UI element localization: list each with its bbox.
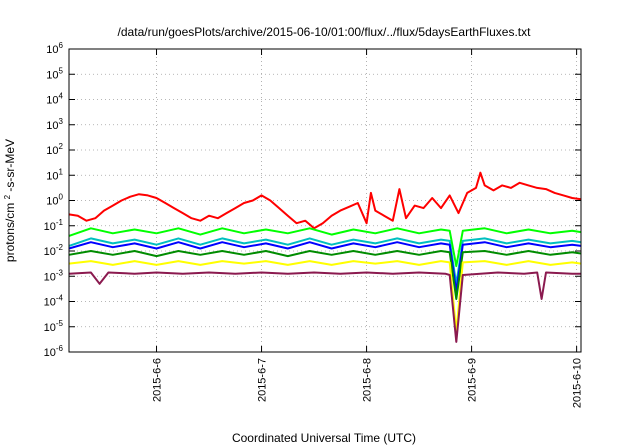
y-tick-base: 10	[44, 347, 56, 359]
y-axis-label-units: -s-sr-MeV	[3, 139, 17, 192]
y-tick-base: 10	[46, 44, 58, 56]
series-line	[68, 260, 582, 333]
y-tick-label: 10-5	[44, 319, 64, 334]
series-line	[68, 171, 582, 230]
x-tick-label: 2015-6-10	[572, 358, 584, 408]
y-tick-label: 10-1	[44, 218, 64, 233]
x-tick-label: 2015-6-7	[257, 358, 269, 402]
y-tick-label: 105	[46, 66, 63, 81]
y-tick-exponent: 2	[59, 142, 64, 151]
series-line	[68, 250, 582, 300]
y-tick-base: 10	[44, 322, 56, 334]
y-tick-base: 10	[46, 120, 58, 132]
y-tick-label: 100	[46, 193, 63, 208]
y-tick-exponent: 5	[59, 66, 64, 75]
y-tick-label: 101	[46, 167, 63, 182]
series-line	[68, 241, 582, 293]
y-tick-exponent: -4	[56, 294, 64, 303]
y-tick-base: 10	[44, 221, 56, 233]
data-series	[68, 171, 582, 343]
y-tick-base: 10	[46, 196, 58, 208]
y-tick-exponent: -1	[56, 218, 64, 227]
y-tick-exponent: 4	[59, 92, 64, 101]
y-axis-label-main: protons/cm	[3, 203, 17, 262]
y-tick-base: 10	[46, 170, 58, 182]
y-tick-exponent: 6	[59, 41, 64, 50]
y-tick-label: 103	[46, 117, 63, 132]
series-line	[68, 271, 581, 343]
y-tick-exponent: -3	[56, 268, 64, 277]
y-tick-label: 104	[46, 92, 63, 107]
x-axis-label: Coordinated Universal Time (UTC)	[232, 431, 416, 445]
y-tick-base: 10	[46, 69, 58, 81]
y-tick-label: 10-6	[44, 344, 64, 359]
y-tick-base: 10	[46, 145, 58, 157]
y-tick-exponent: -2	[56, 243, 64, 252]
y-tick-base: 10	[44, 246, 56, 258]
y-tick-label: 106	[46, 41, 63, 56]
y-tick-exponent: -5	[56, 319, 64, 328]
y-tick-exponent: -6	[56, 344, 64, 353]
y-tick-label: 102	[46, 142, 63, 157]
y-tick-base: 10	[46, 95, 58, 107]
y-tick-exponent: 3	[59, 117, 64, 126]
grid-lines	[69, 49, 581, 352]
x-tick-label: 2015-6-9	[467, 358, 479, 402]
series-line	[68, 237, 582, 285]
y-tick-exponent: 0	[59, 193, 64, 202]
y-tick-label: 10-4	[44, 294, 64, 309]
y-tick-label: 10-3	[44, 268, 64, 283]
y-axis-ticks: 10610510410310210110010-110-210-310-410-…	[44, 41, 581, 359]
y-tick-label: 10-2	[44, 243, 64, 258]
chart-title: /data/run/goesPlots/archive/2015-06-10/0…	[118, 25, 532, 39]
y-axis-label-superscript: 2	[3, 194, 12, 199]
series-line	[68, 227, 582, 268]
x-axis-ticks: 2015-6-6 2015-6-7 2015-6-8 2015-6-9 2015-6-1…	[152, 49, 584, 408]
x-tick-label: 2015-6-6	[152, 358, 164, 402]
x-tick-label: 2015-6-8	[362, 358, 374, 402]
y-tick-base: 10	[44, 271, 56, 283]
y-tick-base: 10	[44, 297, 56, 309]
y-axis-label: protons/cm 2 -s-sr-MeV	[3, 139, 18, 262]
y-tick-exponent: 1	[59, 167, 64, 176]
